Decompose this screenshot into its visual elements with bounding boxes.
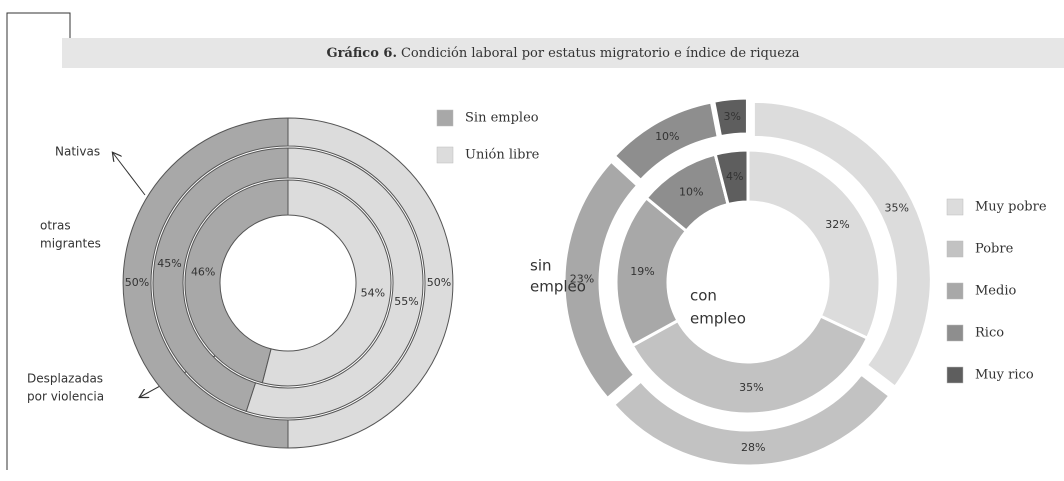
- legend-label: Pobre: [975, 242, 1014, 257]
- legend-label: Muy pobre: [975, 200, 1047, 215]
- value-label: 10%: [655, 130, 679, 143]
- donut-segment: [562, 159, 640, 401]
- arrow: [113, 153, 146, 196]
- legend-label: Medio: [975, 284, 1016, 299]
- value-label: 46%: [191, 265, 215, 278]
- value-label: 23%: [570, 272, 594, 285]
- value-label: 50%: [125, 276, 149, 289]
- ring-name: empleo: [690, 310, 746, 328]
- title-banner: [62, 38, 1064, 68]
- legend-swatch: [436, 109, 454, 127]
- value-label: 45%: [157, 257, 181, 270]
- donut-segment: [612, 100, 720, 183]
- title-text: Condición laboral por estatus migratorio…: [401, 46, 800, 61]
- value-label: 35%: [739, 381, 763, 394]
- donut-segment: [287, 117, 454, 449]
- value-label: 50%: [427, 276, 451, 289]
- donut-segment: [751, 99, 933, 390]
- ring-name: por violencia: [27, 390, 104, 404]
- legend-swatch: [436, 146, 454, 164]
- legend-label: Sin empleo: [465, 111, 539, 126]
- frame: [6, 12, 71, 470]
- value-label: 54%: [361, 287, 385, 300]
- legend-swatch: [946, 240, 964, 258]
- donut-segment: [711, 96, 749, 139]
- ring-name: Desplazadas: [27, 372, 103, 386]
- legend-swatch: [946, 366, 964, 384]
- legend-label: Muy rico: [975, 368, 1034, 383]
- value-label: 19%: [630, 265, 654, 278]
- chart-title: Gráfico 6. Condición laboral por estatus …: [326, 46, 799, 61]
- ring-name: Nativas: [55, 145, 100, 159]
- value-label: 28%: [741, 441, 765, 454]
- legend-label: Unión libre: [465, 148, 540, 163]
- value-label: 35%: [885, 201, 909, 214]
- donut-segment: [261, 179, 392, 387]
- value-label: 4%: [726, 170, 743, 183]
- ring-name: sin: [530, 257, 552, 275]
- donut-segment: [245, 147, 424, 419]
- legend-swatch: [946, 324, 964, 342]
- donut-segment: [184, 179, 289, 384]
- donut-segment: [746, 148, 882, 341]
- donut-segment: [611, 371, 892, 468]
- legend-swatch: [946, 198, 964, 216]
- ring-name: migrantes: [40, 237, 101, 251]
- ring-name: con: [690, 287, 717, 305]
- ring-name: otras: [40, 219, 71, 233]
- donut-segment: [630, 314, 870, 416]
- value-label: 3%: [723, 110, 740, 123]
- value-label: 32%: [825, 218, 849, 231]
- donut-segment: [152, 147, 289, 413]
- legend-swatch: [946, 282, 964, 300]
- title-label: Gráfico 6.: [326, 46, 397, 61]
- legend-label: Rico: [975, 326, 1004, 341]
- value-label: 55%: [394, 295, 418, 308]
- ring-name: empleo: [530, 278, 586, 296]
- donut-segment: [713, 148, 750, 207]
- donut-segment: [122, 117, 289, 449]
- value-label: 10%: [679, 186, 703, 199]
